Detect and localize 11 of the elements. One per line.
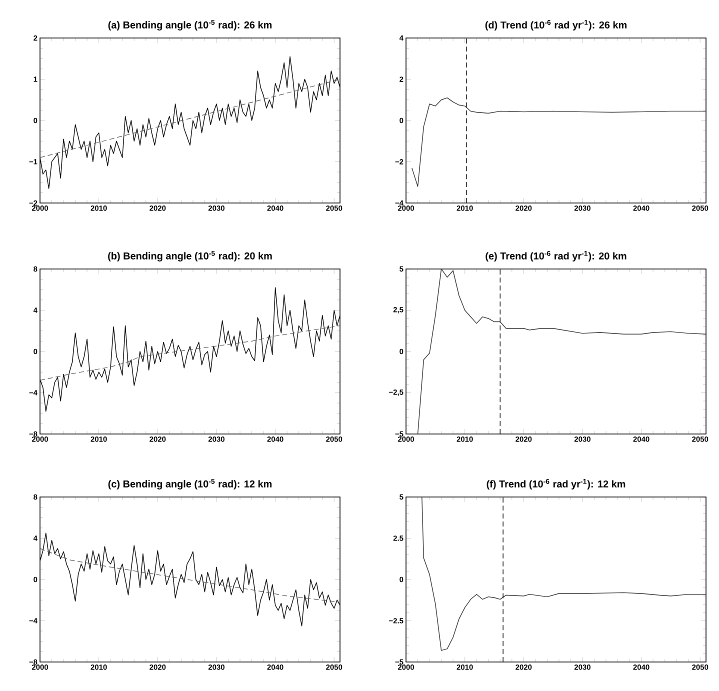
line-series <box>40 548 340 602</box>
line-series <box>412 97 706 187</box>
chart-title: (c) Bending angle (10$^{-5}$ rad): 12 km <box>108 478 272 490</box>
chart-title: (b) Bending angle (10$^{-5}$ rad): 20 km <box>108 250 272 262</box>
chart-title: (f) Trend (10$^{-6}$ rad yr$^{-1}$): 12 km <box>486 478 626 490</box>
chart-title: (e) Trend (10$^{-6}$ rad yr$^{-1}$): 20 km <box>486 250 626 262</box>
line-series <box>422 496 706 651</box>
chart-title: (d) Trend (10$^{-6}$ rad yr$^{-1}$): 26 km <box>485 20 626 30</box>
line-series <box>40 325 340 381</box>
chart-title: (a) Bending angle (10$^{-5}$ rad): 26 km <box>108 20 272 30</box>
line-series <box>417 268 706 434</box>
